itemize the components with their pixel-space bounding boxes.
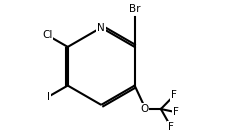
Text: I: I: [47, 92, 50, 102]
Text: N: N: [97, 23, 105, 33]
Text: F: F: [167, 122, 173, 132]
Text: Br: Br: [128, 4, 140, 14]
Text: Cl: Cl: [42, 30, 52, 39]
Text: F: F: [170, 90, 176, 100]
Text: F: F: [172, 107, 178, 117]
Text: O: O: [140, 104, 148, 114]
